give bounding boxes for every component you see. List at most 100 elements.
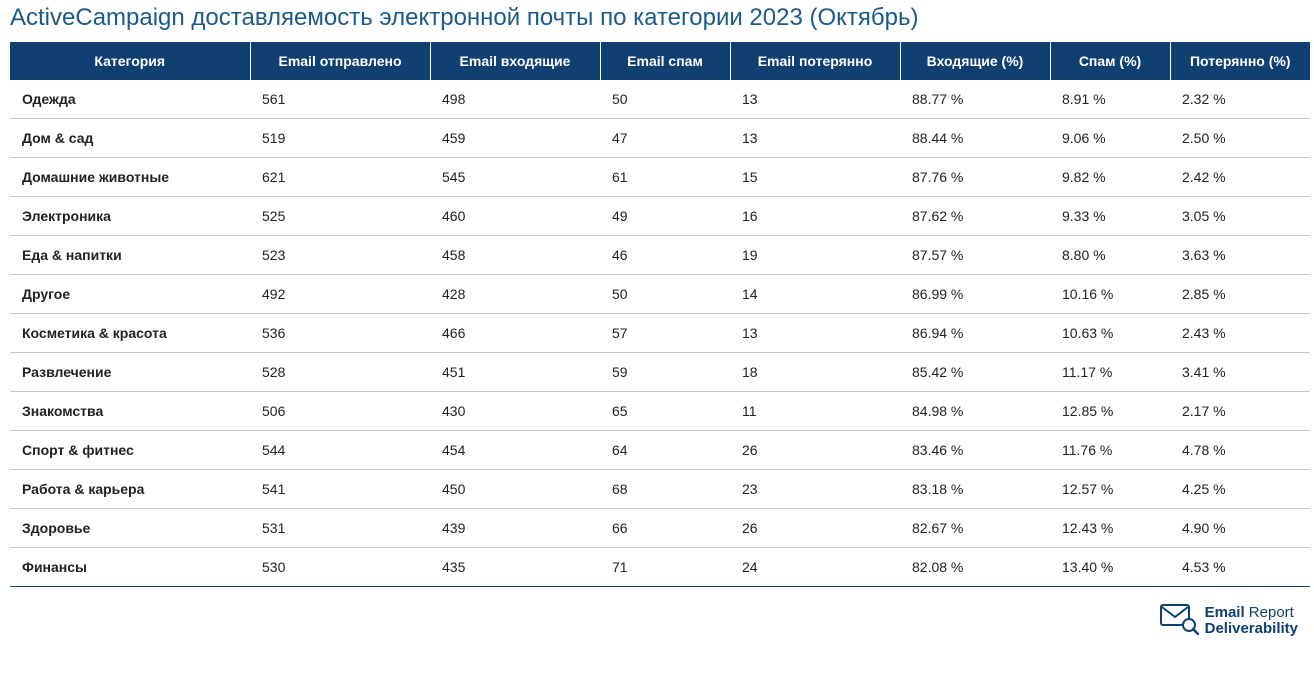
table-cell: Спорт & фитнес xyxy=(10,431,250,470)
envelope-magnify-icon xyxy=(1159,601,1199,640)
footer-text: Email Report Deliverability xyxy=(1205,605,1298,637)
table-body: Одежда561498501388.77 %8.91 %2.32 %Дом &… xyxy=(10,80,1310,587)
table-cell: 492 xyxy=(250,275,430,314)
table-cell: Еда & напитки xyxy=(10,236,250,275)
table-cell: 525 xyxy=(250,197,430,236)
table-cell: 71 xyxy=(600,548,730,587)
table-row: Знакомства506430651184.98 %12.85 %2.17 % xyxy=(10,392,1310,431)
table-column-header: Email спам xyxy=(600,42,730,80)
table-cell: 4.25 % xyxy=(1170,470,1310,509)
table-cell: 15 xyxy=(730,158,900,197)
table-cell: 26 xyxy=(730,431,900,470)
table-cell: Работа & карьера xyxy=(10,470,250,509)
table-cell: 466 xyxy=(430,314,600,353)
table-cell: 12.57 % xyxy=(1050,470,1170,509)
table-cell: Косметика & красота xyxy=(10,314,250,353)
table-column-header: Потерянно (%) xyxy=(1170,42,1310,80)
table-cell: 47 xyxy=(600,119,730,158)
table-cell: 85.42 % xyxy=(900,353,1050,392)
table-cell: 523 xyxy=(250,236,430,275)
table-cell: 26 xyxy=(730,509,900,548)
table-cell: 14 xyxy=(730,275,900,314)
table-cell: 13 xyxy=(730,119,900,158)
table-cell: 435 xyxy=(430,548,600,587)
table-cell: Развлечение xyxy=(10,353,250,392)
table-cell: 531 xyxy=(250,509,430,548)
page-title: ActiveCampaign доставляемость электронно… xyxy=(10,4,1304,32)
table-cell: Здоровье xyxy=(10,509,250,548)
table-cell: 2.50 % xyxy=(1170,119,1310,158)
table-cell: 68 xyxy=(600,470,730,509)
table-cell: 19 xyxy=(730,236,900,275)
table-cell: 11.17 % xyxy=(1050,353,1170,392)
table-header-row: КатегорияEmail отправленоEmail входящиеE… xyxy=(10,42,1310,80)
table-cell: 460 xyxy=(430,197,600,236)
table-cell: 50 xyxy=(600,275,730,314)
table-cell: Финансы xyxy=(10,548,250,587)
table-cell: 3.41 % xyxy=(1170,353,1310,392)
table-cell: Другое xyxy=(10,275,250,314)
table-cell: 46 xyxy=(600,236,730,275)
table-header: КатегорияEmail отправленоEmail входящиеE… xyxy=(10,42,1310,80)
table-cell: Домашние животные xyxy=(10,158,250,197)
table-column-header: Категория xyxy=(10,42,250,80)
table-column-header: Email входящие xyxy=(430,42,600,80)
table-row: Финансы530435712482.08 %13.40 %4.53 % xyxy=(10,548,1310,587)
table-cell: 3.63 % xyxy=(1170,236,1310,275)
table-cell: 4.78 % xyxy=(1170,431,1310,470)
table-cell: 530 xyxy=(250,548,430,587)
table-row: Электроника525460491687.62 %9.33 %3.05 % xyxy=(10,197,1310,236)
table-cell: 2.17 % xyxy=(1170,392,1310,431)
table-cell: 10.16 % xyxy=(1050,275,1170,314)
table-cell: Электроника xyxy=(10,197,250,236)
table-cell: 9.06 % xyxy=(1050,119,1170,158)
table-cell: 4.53 % xyxy=(1170,548,1310,587)
table-cell: 458 xyxy=(430,236,600,275)
table-cell: Знакомства xyxy=(10,392,250,431)
table-cell: 545 xyxy=(430,158,600,197)
table-cell: 64 xyxy=(600,431,730,470)
table-cell: 451 xyxy=(430,353,600,392)
table-cell: 83.18 % xyxy=(900,470,1050,509)
table-cell: 4.90 % xyxy=(1170,509,1310,548)
table-cell: 59 xyxy=(600,353,730,392)
table-cell: 561 xyxy=(250,80,430,119)
table-cell: 50 xyxy=(600,80,730,119)
table-cell: 49 xyxy=(600,197,730,236)
table-cell: 16 xyxy=(730,197,900,236)
table-cell: 430 xyxy=(430,392,600,431)
table-cell: 10.63 % xyxy=(1050,314,1170,353)
footer-line1-normal: Report xyxy=(1245,604,1294,621)
table-cell: 3.05 % xyxy=(1170,197,1310,236)
table-cell: 8.91 % xyxy=(1050,80,1170,119)
table-cell: 9.33 % xyxy=(1050,197,1170,236)
table-cell: 439 xyxy=(430,509,600,548)
table-cell: 57 xyxy=(600,314,730,353)
table-cell: 13 xyxy=(730,80,900,119)
table-cell: 544 xyxy=(250,431,430,470)
table-row: Еда & напитки523458461987.57 %8.80 %3.63… xyxy=(10,236,1310,275)
table-cell: 9.82 % xyxy=(1050,158,1170,197)
table-row: Одежда561498501388.77 %8.91 %2.32 % xyxy=(10,80,1310,119)
table-cell: 8.80 % xyxy=(1050,236,1170,275)
table-cell: 66 xyxy=(600,509,730,548)
footer-logo: Email Report Deliverability xyxy=(1159,601,1298,640)
table-cell: 428 xyxy=(430,275,600,314)
table-cell: 12.43 % xyxy=(1050,509,1170,548)
table-cell: 11.76 % xyxy=(1050,431,1170,470)
table-row: Работа & карьера541450682383.18 %12.57 %… xyxy=(10,470,1310,509)
table-cell: 2.85 % xyxy=(1170,275,1310,314)
footer: Email Report Deliverability xyxy=(10,601,1304,640)
table-cell: 541 xyxy=(250,470,430,509)
table-cell: 2.42 % xyxy=(1170,158,1310,197)
table-column-header: Email потерянно xyxy=(730,42,900,80)
table-cell: 87.57 % xyxy=(900,236,1050,275)
table-cell: 65 xyxy=(600,392,730,431)
table-cell: 82.67 % xyxy=(900,509,1050,548)
footer-line1: Email Report xyxy=(1205,605,1298,621)
table-cell: 24 xyxy=(730,548,900,587)
table-cell: 11 xyxy=(730,392,900,431)
table-cell: 536 xyxy=(250,314,430,353)
footer-line2: Deliverability xyxy=(1205,621,1298,637)
table-cell: 13.40 % xyxy=(1050,548,1170,587)
